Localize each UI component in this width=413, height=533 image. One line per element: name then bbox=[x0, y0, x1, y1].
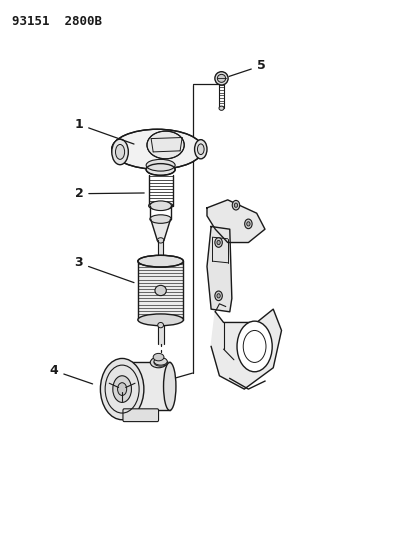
Ellipse shape bbox=[234, 203, 237, 207]
Polygon shape bbox=[112, 362, 169, 410]
Ellipse shape bbox=[112, 376, 131, 402]
Ellipse shape bbox=[148, 201, 172, 210]
Ellipse shape bbox=[117, 383, 126, 395]
Ellipse shape bbox=[147, 131, 184, 159]
Ellipse shape bbox=[216, 240, 220, 245]
Text: 4: 4 bbox=[50, 364, 93, 384]
Text: 5: 5 bbox=[228, 59, 265, 76]
Ellipse shape bbox=[150, 215, 171, 223]
Ellipse shape bbox=[214, 71, 228, 85]
Ellipse shape bbox=[232, 200, 239, 210]
Ellipse shape bbox=[112, 139, 128, 165]
Polygon shape bbox=[206, 227, 231, 312]
Ellipse shape bbox=[197, 144, 204, 155]
Polygon shape bbox=[211, 309, 281, 389]
Ellipse shape bbox=[157, 322, 163, 328]
Ellipse shape bbox=[115, 144, 124, 159]
Ellipse shape bbox=[236, 321, 271, 372]
Text: 1: 1 bbox=[74, 118, 134, 144]
Polygon shape bbox=[206, 200, 264, 243]
Ellipse shape bbox=[157, 238, 164, 243]
Ellipse shape bbox=[150, 357, 166, 368]
Polygon shape bbox=[157, 320, 163, 344]
Text: 3: 3 bbox=[74, 256, 134, 282]
Ellipse shape bbox=[214, 238, 222, 247]
Text: 2: 2 bbox=[74, 187, 144, 200]
Ellipse shape bbox=[244, 219, 252, 229]
Ellipse shape bbox=[100, 358, 144, 420]
Ellipse shape bbox=[138, 255, 183, 267]
Ellipse shape bbox=[194, 140, 206, 159]
Ellipse shape bbox=[112, 130, 202, 169]
Ellipse shape bbox=[146, 159, 175, 171]
Ellipse shape bbox=[163, 362, 176, 410]
Text: 93151  2800B: 93151 2800B bbox=[12, 15, 102, 28]
Ellipse shape bbox=[154, 359, 167, 366]
Ellipse shape bbox=[217, 74, 225, 83]
Ellipse shape bbox=[146, 164, 175, 175]
Polygon shape bbox=[150, 219, 170, 240]
Ellipse shape bbox=[153, 353, 164, 361]
Ellipse shape bbox=[154, 358, 167, 365]
Polygon shape bbox=[154, 361, 167, 362]
Ellipse shape bbox=[246, 222, 249, 226]
Polygon shape bbox=[158, 239, 163, 259]
FancyBboxPatch shape bbox=[123, 409, 158, 422]
Ellipse shape bbox=[216, 294, 220, 298]
Ellipse shape bbox=[214, 291, 222, 301]
Ellipse shape bbox=[154, 285, 166, 296]
Ellipse shape bbox=[150, 201, 171, 211]
Polygon shape bbox=[138, 261, 183, 320]
Ellipse shape bbox=[218, 106, 223, 110]
Ellipse shape bbox=[138, 314, 183, 326]
